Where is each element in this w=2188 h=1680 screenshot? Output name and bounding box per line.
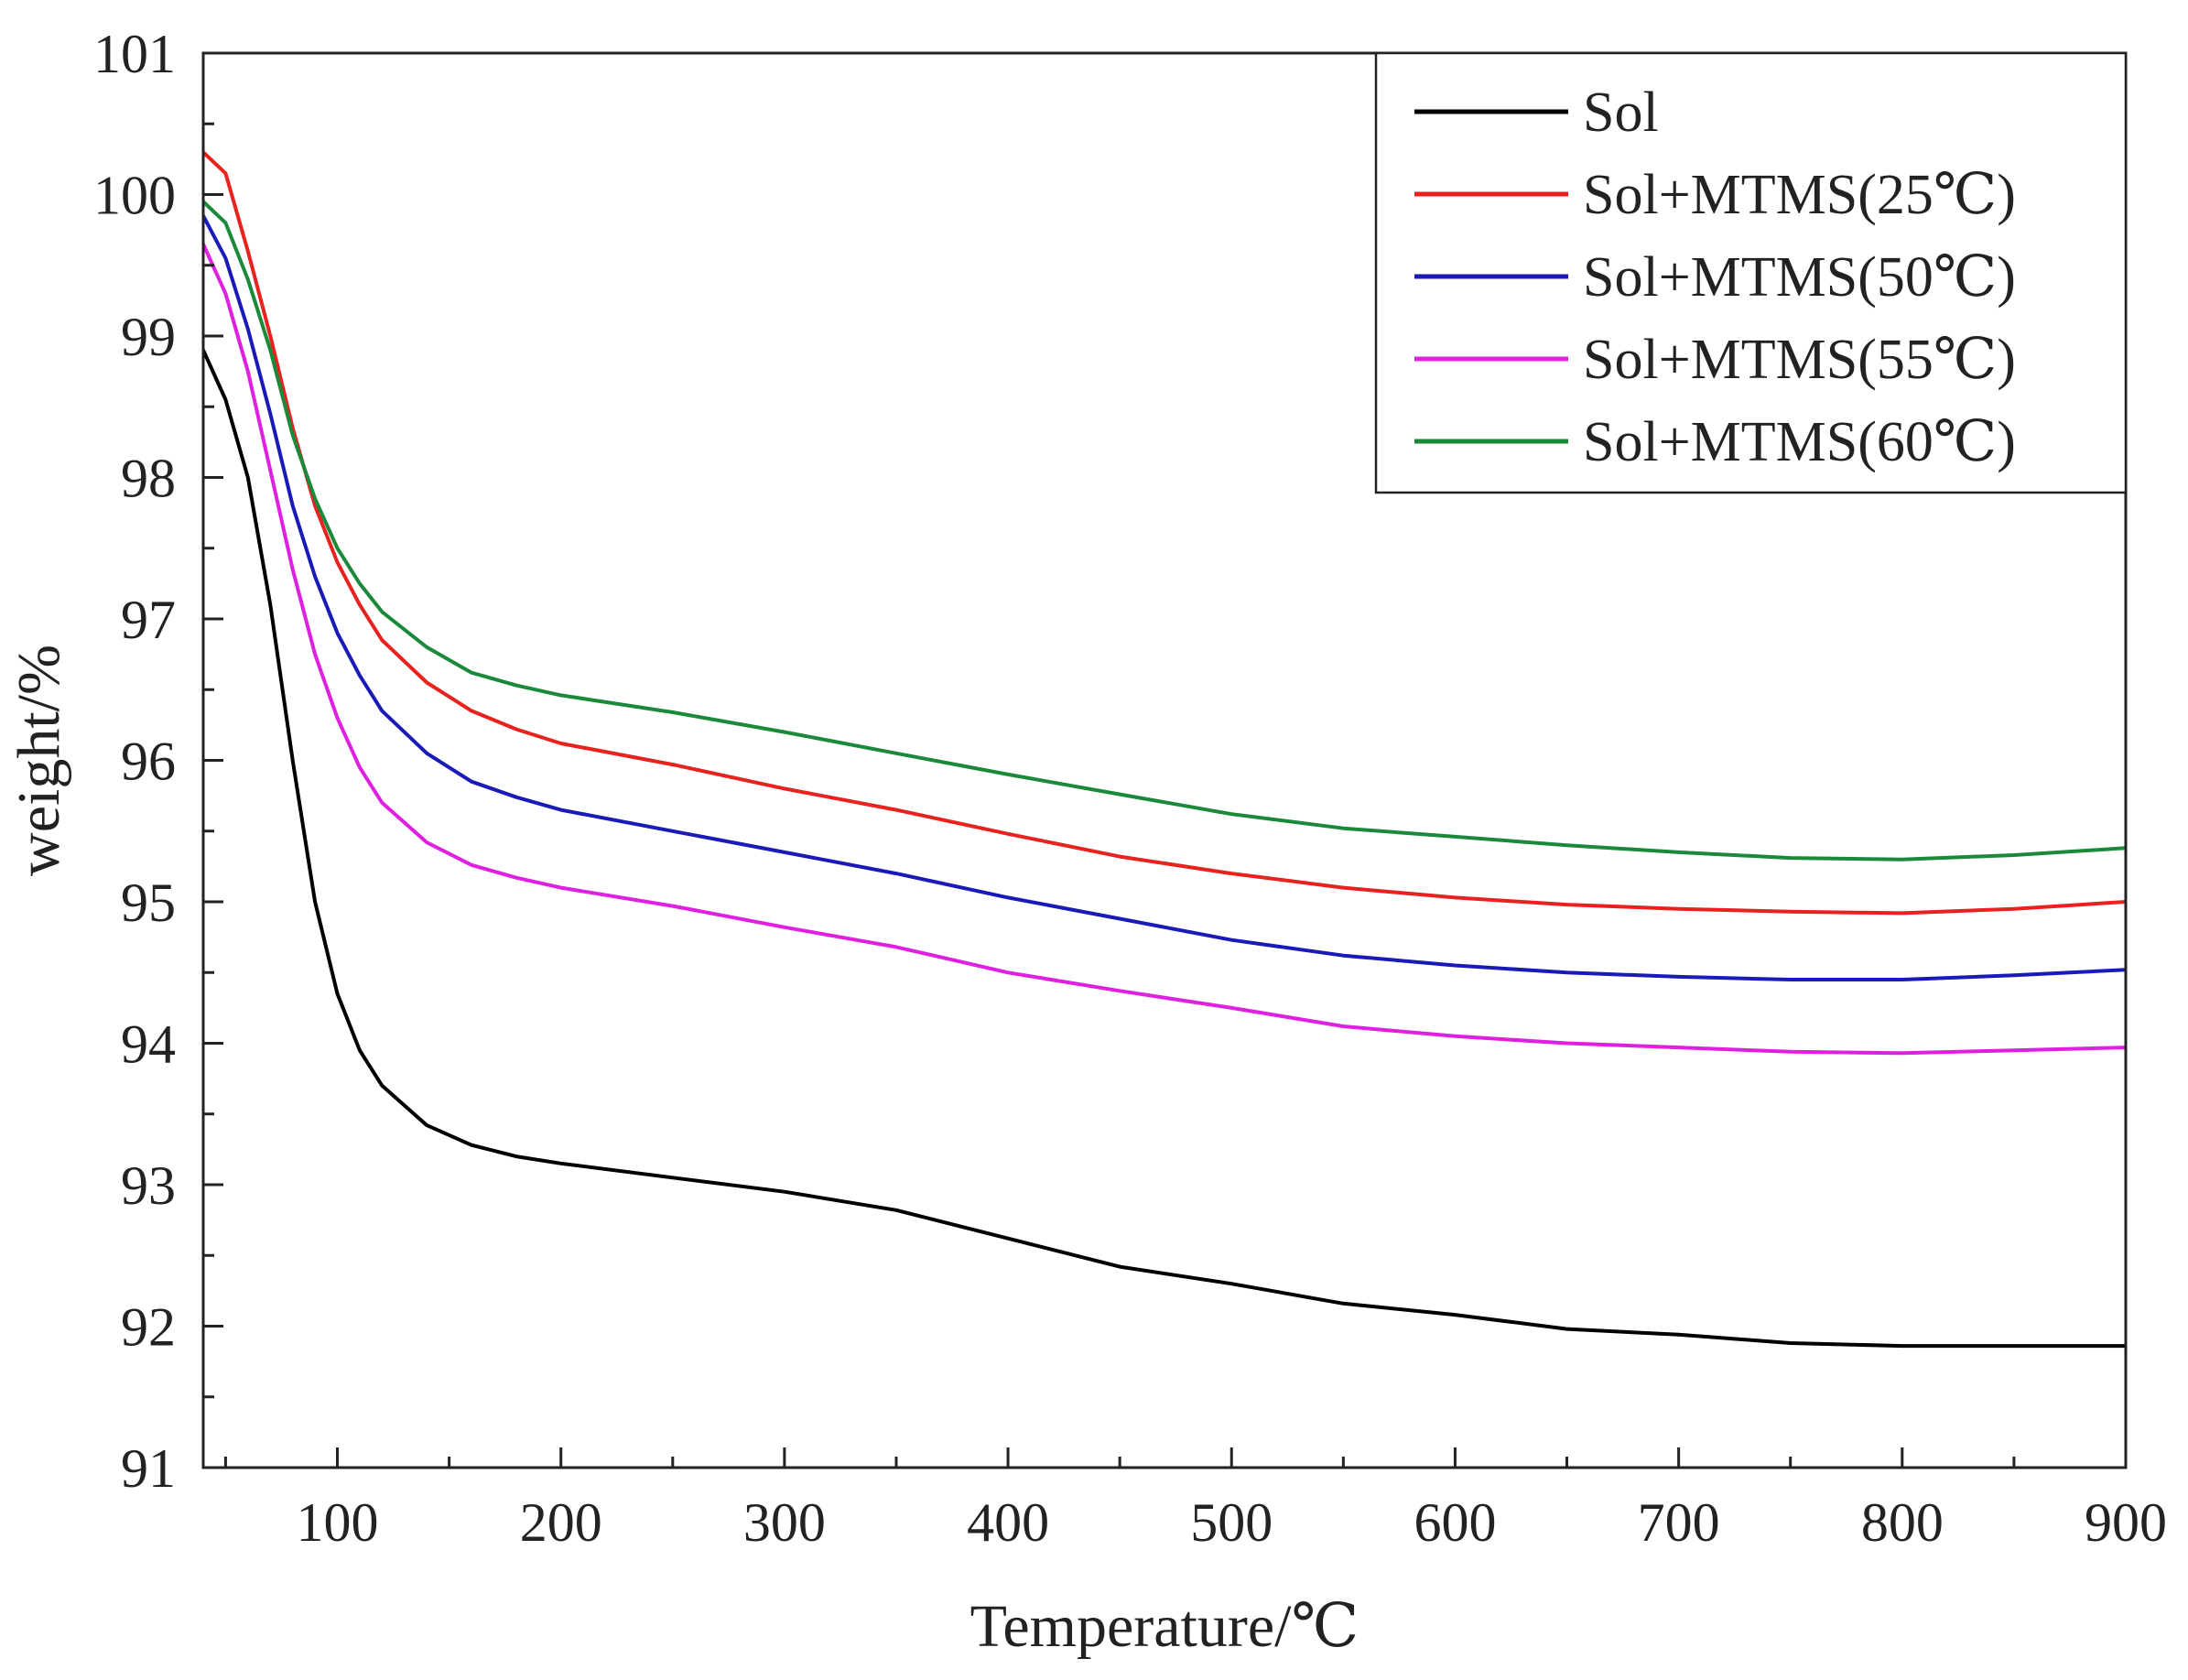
x-tick-label: 400 — [967, 1492, 1049, 1553]
axes: 100 200 300 400 500 600 700 800 900 91 92 93 94 95 96 9… — [5, 24, 2167, 1660]
y-tick-label: 100 — [93, 166, 176, 226]
legend-label: Sol+MTMS(60℃) — [1583, 411, 2016, 473]
x-axis-title: Temperature/℃ — [970, 1593, 1359, 1660]
legend: Sol Sol+MTMS(25℃) Sol+MTMS(50℃) Sol+MTMS(55… — [1374, 51, 2128, 494]
y-tick-label: 95 — [121, 873, 176, 933]
series-line-4 — [203, 200, 2126, 862]
y-tick-label: 98 — [121, 449, 176, 509]
series-line-0 — [203, 348, 2126, 1349]
y-tick-label: 99 — [121, 307, 176, 367]
legend-label: Sol+MTMS(25℃) — [1583, 164, 2016, 226]
x-tick-label: 600 — [1414, 1492, 1496, 1553]
y-tick-label: 96 — [121, 732, 176, 792]
series-line-3 — [203, 242, 2126, 1056]
y-tick-label: 94 — [121, 1014, 176, 1075]
legend-box — [1374, 51, 2128, 494]
y-tick-label: 97 — [121, 590, 176, 650]
x-tick-label: 800 — [1861, 1492, 1944, 1553]
plot-area — [203, 150, 2126, 1349]
x-tick-label: 500 — [1190, 1492, 1273, 1553]
x-tick-label: 900 — [2085, 1492, 2167, 1553]
y-tick-label: 101 — [93, 24, 176, 84]
x-tick-label: 700 — [1638, 1492, 1720, 1553]
legend-label: Sol+MTMS(55℃) — [1583, 329, 2016, 391]
y-tick-label: 91 — [121, 1438, 176, 1499]
x-tick-label: 300 — [743, 1492, 826, 1553]
x-tick-label: 100 — [297, 1492, 379, 1553]
y-tick-label: 93 — [121, 1155, 176, 1216]
legend-label: Sol+MTMS(50℃) — [1583, 246, 2016, 309]
y-axis-title: weight/% — [5, 645, 72, 876]
series-line-2 — [203, 213, 2126, 981]
y-tick-label: 92 — [121, 1297, 176, 1358]
x-tick-label: 200 — [520, 1492, 602, 1553]
legend-label: Sol — [1583, 81, 1659, 144]
